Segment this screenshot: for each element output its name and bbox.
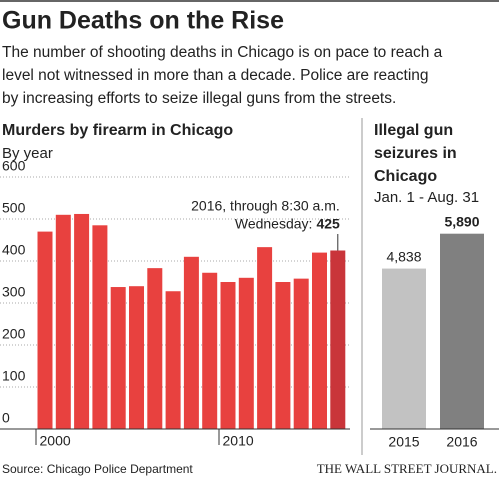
y-tick-label: 300 [2,284,26,300]
x-tick-label: 2000 [40,433,71,449]
y-tick-label: 400 [2,242,26,258]
chart-title: Illegal gun [374,122,453,139]
chart-subtitle: By year [2,145,53,162]
bar [293,278,309,429]
chart-subtitle: Jan. 1 - Aug. 31 [374,189,479,206]
page-title: Gun Deaths on the Rise [2,7,284,35]
value-label: 425 [316,216,340,232]
chart-title: Murders by firearm in Chicago [2,122,233,139]
source: Source: Chicago Police Department [2,462,193,476]
value-label: 5,890 [444,213,479,229]
bar [312,252,327,429]
y-tick-label: 600 [2,158,26,174]
bar [183,256,199,429]
bar [92,225,108,429]
bar [74,213,90,429]
bar [129,286,144,429]
y-tick-label: 0 [2,410,10,426]
bar [220,282,236,429]
value-label: 4,838 [386,248,421,264]
chart-title: Chicago [374,168,437,185]
subtitle-line: The number of shooting deaths in Chicago… [2,44,443,61]
bar [257,247,273,429]
y-tick-label: 500 [2,200,26,216]
bar [147,268,163,429]
x-tick-label: 2010 [223,433,254,449]
annotation: 2016, through 8:30 a.m. [191,198,340,214]
bar [275,282,291,429]
bar [330,250,346,429]
chart-title: seizures in [374,145,457,162]
x-tick-label: 2016 [446,434,477,450]
bar [440,233,484,429]
bar [238,277,254,429]
y-tick-label: 100 [2,368,26,384]
publisher: THE WALL STREET JOURNAL. [317,461,497,476]
bar [202,272,218,429]
bar [165,291,181,429]
x-tick-label: 2015 [388,434,419,450]
bar [382,268,426,429]
y-tick-label: 200 [2,326,26,342]
bar [55,214,71,429]
bar [110,287,126,429]
bar [37,231,53,429]
subtitle-line: level not witnessed in more than a decad… [2,67,429,84]
subtitle-line: by increasing efforts to seize illegal g… [2,90,396,107]
annotation: Wednesday: [235,216,313,232]
